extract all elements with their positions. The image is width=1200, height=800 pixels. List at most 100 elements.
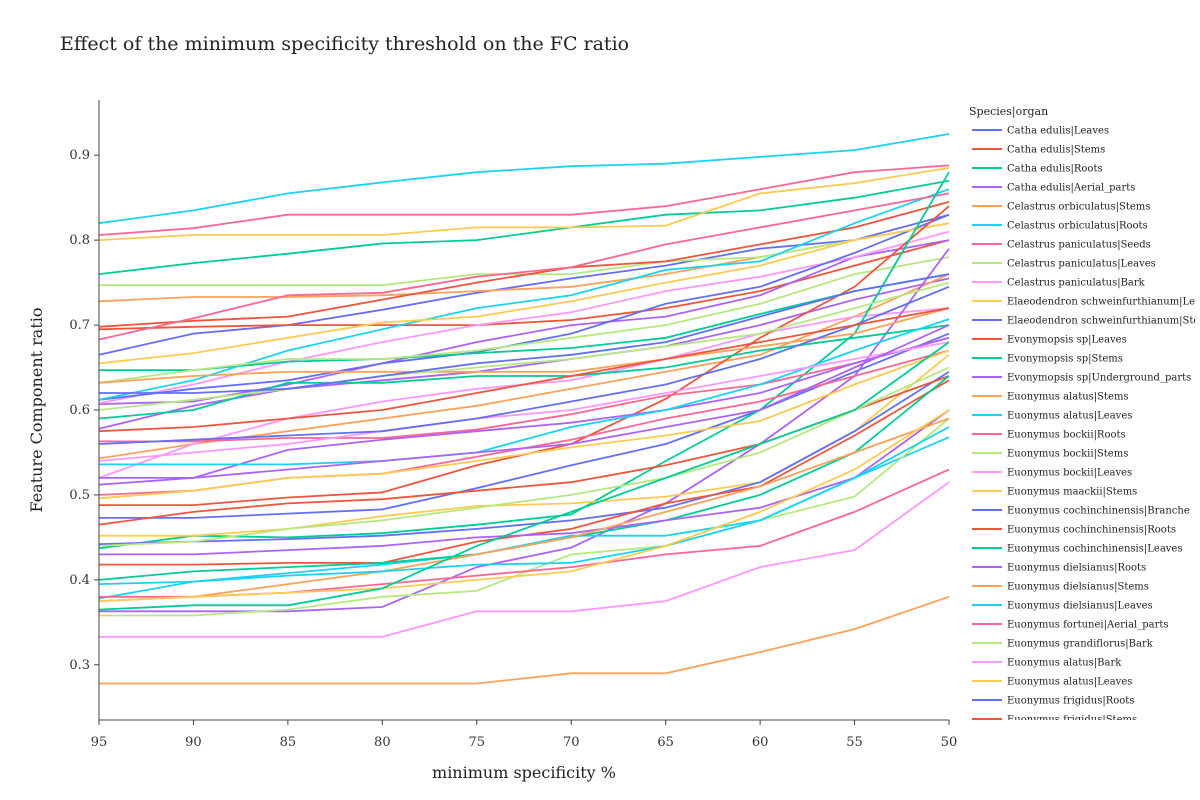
legend-item[interactable]: Euonymus bockii|Leaves [972,468,1132,479]
x-axis: 95 90 85 80 75 70 65 60 55 50 [91,719,958,750]
legend-label: Celastrus paniculatus|Bark [1007,278,1146,289]
legend-item[interactable]: Celastrus paniculatus|Leaves [972,259,1156,270]
legend-item[interactable]: Euonymus cochinchinensis|Roots [972,525,1176,536]
legend-label: Euonymus grandiflorus|Bark [1007,639,1154,650]
legend-label: Evonymopsis sp|Underground_parts [1007,373,1191,384]
legend-item[interactable]: Euonymus maackii|Stems [972,487,1137,498]
series-line-22 [99,205,950,507]
series-line-6 [98,133,950,225]
legend-item[interactable]: Evonymopsis sp|Stems [972,354,1123,365]
legend-label: Euonymus alatus|Leaves [1007,677,1132,688]
series-line-18 [98,256,950,384]
legend-item[interactable]: Celastrus paniculatus|Bark [972,278,1146,289]
series-line-20 [98,222,950,365]
y-axis-title: Feature Component ratio [27,307,46,512]
series-line-51 [98,307,950,433]
legend-item[interactable]: Euonymus fortunei|Aerial_parts [972,620,1169,631]
legend-title: Species|organ [969,105,1048,119]
legend-item[interactable]: Euonymus cochinchinensis|Branche [972,506,1190,517]
legend-label: Celastrus orbiculatus|Roots [1007,221,1148,232]
legend-item[interactable]: Euonymus dielsianus|Roots [972,563,1146,574]
legend-label: Euonymus cochinchinensis|Roots [1007,525,1176,536]
legend-label: Euonymus bockii|Stems [1007,449,1128,460]
legend-label: Evonymopsis sp|Stems [1007,354,1123,365]
series-line-31 [98,371,950,546]
legend-items: Catha edulis|Leaves Catha edulis|Stems Cat… [972,126,1200,726]
series-line-26 [98,436,950,600]
legend-item[interactable]: Euonymus alatus|Stems [972,392,1129,403]
legend-label: Euonymus frigidus|Roots [1007,696,1134,707]
series-line-1 [98,213,950,356]
legend-item[interactable]: Euonymus dielsianus|Leaves [972,601,1153,612]
series-line-7 [98,164,950,236]
legend-label: Euonymus fortunei|Aerial_parts [1007,620,1169,631]
legend-label: Euonymus dielsianus|Stems [1007,582,1149,593]
legend-item[interactable]: Catha edulis|Leaves [972,126,1109,137]
legend-label: Euonymus alatus|Stems [1007,392,1129,403]
x-tick-label: 70 [563,735,580,750]
legend-item[interactable]: Euonymus cochinchinensis|Leaves [972,544,1182,555]
y-axis: 0.3 0.4 0.5 0.6 0.7 0.8 0.9 [69,100,100,720]
y-tick-label: 0.3 [69,658,90,673]
legend-label: Euonymus dielsianus|Leaves [1007,601,1153,612]
legend-item[interactable]: Euonymus frigidus|Stems [972,715,1137,726]
legend-label: Euonymus bockii|Roots [1007,430,1126,441]
series-line-41 [98,285,950,445]
legend-item[interactable]: Catha edulis|Roots [972,164,1103,175]
legend-item[interactable]: Catha edulis|Aerial_parts [972,183,1135,194]
legend-item[interactable]: Elaeodendron schweinfurthianum|Leaves [972,297,1200,308]
y-tick-label: 0.5 [69,488,90,503]
series-line-44 [99,409,950,556]
series-line-24 [99,248,950,613]
legend-item[interactable]: Euonymus bockii|Stems [972,449,1128,460]
legend-item[interactable]: Elaeodendron schweinfurthianum|Stems [972,316,1200,327]
series-line-48 [98,366,950,547]
x-tick-label: 55 [846,735,863,750]
legend-item[interactable]: Euonymus alatus|Bark [972,658,1122,669]
series-line-27 [99,336,950,443]
legend-label: Celastrus paniculatus|Seeds [1007,240,1151,251]
legend-item[interactable]: Celastrus orbiculatus|Stems [972,202,1150,213]
x-tick-label: 75 [469,735,486,750]
legend-label: Euonymus cochinchinensis|Leaves [1007,544,1182,555]
legend-label: Catha edulis|Aerial_parts [1007,183,1135,194]
series-line-38 [98,281,950,411]
x-tick-label: 90 [185,735,202,750]
series-line-53 [99,324,950,479]
legend-item[interactable]: Euonymus bockii|Roots [972,430,1126,441]
legend-label: Euonymus maackii|Stems [1007,487,1137,498]
series-line-35 [98,307,950,384]
series-line-50 [99,273,950,394]
series-line-43 [98,375,950,581]
legend-item[interactable]: Catha edulis|Stems [972,145,1105,156]
series-line-49 [98,409,950,602]
x-tick-label: 85 [280,735,297,750]
series-line-33 [98,324,950,420]
series-line-11 [98,213,950,401]
legend-item[interactable]: Evonymopsis sp|Leaves [972,335,1127,346]
legend-item[interactable]: Euonymus grandiflorus|Bark [972,639,1154,650]
legend-item[interactable]: Euonymus frigidus|Roots [972,696,1134,707]
x-tick-label: 50 [941,735,958,750]
series-line-52 [98,341,950,611]
legend-label: Catha edulis|Leaves [1007,126,1109,137]
series-line-29 [99,481,950,638]
legend-item[interactable]: Celastrus paniculatus|Seeds [972,240,1151,251]
series-line-25 [99,595,950,685]
x-tick-label: 60 [752,735,769,750]
legend-item[interactable]: Euonymus alatus|Leaves [972,411,1132,422]
legend-item[interactable]: Celastrus orbiculatus|Roots [972,221,1148,232]
x-tick-label: 95 [91,735,108,750]
legend-item[interactable]: Evonymopsis sp|Underground_parts [972,373,1191,384]
legend-item[interactable]: Euonymus alatus|Leaves [972,677,1132,688]
chart-title: Effect of the minimum specificity thresh… [60,33,629,55]
plot-area [98,133,950,685]
series-line-21 [99,332,950,519]
series-line-2 [98,239,950,331]
x-tick-label: 65 [657,735,674,750]
legend-item[interactable]: Euonymus dielsianus|Stems [972,582,1149,593]
series-line-3 [98,179,950,275]
legend-label: Catha edulis|Roots [1007,164,1103,175]
